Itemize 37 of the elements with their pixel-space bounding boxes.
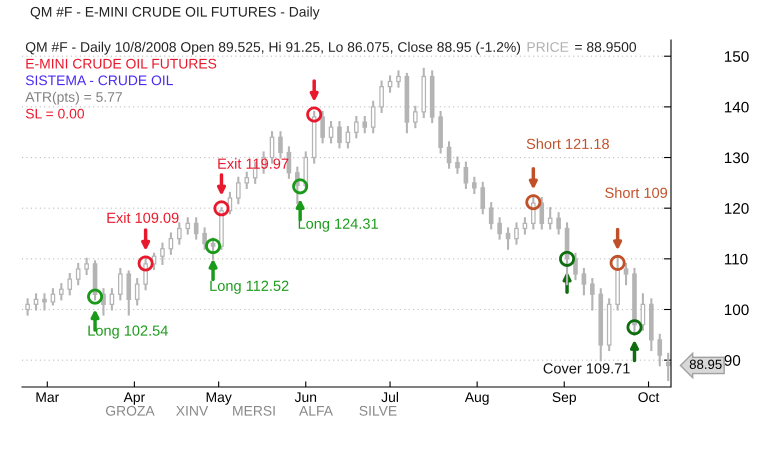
y-tick-label: 110 (724, 254, 748, 265)
annotation: Long 112.52 (210, 280, 288, 294)
annotation: SL = 0.00 (26, 108, 84, 119)
x-tick-label: Oct (638, 392, 660, 402)
annotation: ATR(pts) = 5.77 (25, 92, 122, 105)
annotation: Cover 109.71 (544, 363, 630, 374)
annotation: E-MINI CRUDE OIL FUTURES (26, 58, 216, 69)
x-tick-label: May (206, 392, 232, 405)
y-tick-label: 130 (724, 152, 749, 164)
annotation: = 88.9500 (575, 42, 636, 52)
y-tick-label: 120 (724, 203, 749, 214)
x-tick-label: Mar (36, 392, 60, 402)
text: GROZA (106, 406, 155, 416)
annotation: Short 121.18 (526, 138, 609, 150)
x-tick-label: Aug (464, 392, 489, 405)
text: SILVE (359, 406, 397, 416)
annotation: QM #F - Daily 10/8/2008 Open 89.525, Hi 91.25, Lo 86.075, Close 88.95 (-1.2%) (26, 42, 520, 55)
annotation: PRICE (528, 42, 568, 52)
x-tick-label: Sep (552, 392, 576, 405)
annotation: Long 102.54 (88, 325, 168, 339)
y-tick-label: 100 (724, 304, 749, 316)
text: ALFA (299, 406, 333, 416)
y-tick-label: 140 (724, 102, 749, 113)
y-tick-label: 150 (724, 51, 749, 62)
x-tick-label: Jun (294, 392, 316, 402)
y-tick-label: 90 (724, 355, 740, 366)
annotation: Exit 109.09 (107, 212, 179, 223)
annotation: Short 109 (605, 187, 668, 198)
chart-title: QM #F - E-MINI CRUDE OIL FUTURES - Daily (30, 6, 320, 20)
text: XINV (176, 406, 208, 416)
text: MERSI (233, 406, 275, 416)
annotation: SISTEMA - CRUDE OIL (26, 75, 173, 86)
x-tick-label: Apr (124, 392, 145, 405)
annotation: Exit 119.97 (218, 158, 288, 169)
x-tick-label: Jul (381, 392, 398, 402)
annotation: Long 124.31 (298, 218, 378, 232)
annotation: 88.95 (690, 360, 722, 370)
